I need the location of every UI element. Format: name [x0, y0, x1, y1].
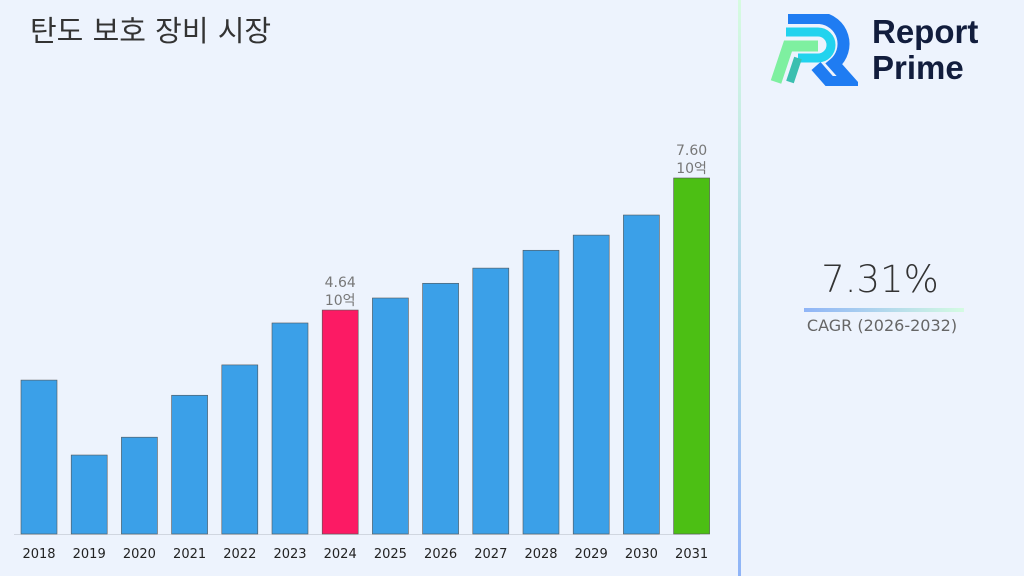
logo-r-icon: [770, 12, 864, 88]
bar-2022: [221, 364, 259, 535]
cagr-label: CAGR (2026-2032): [806, 316, 958, 335]
data-label-unit-2031: 10억: [676, 161, 707, 177]
data-label-value-2024: 4.64: [325, 275, 356, 291]
bar-2025: [372, 297, 409, 535]
x-tick-label-2029: 2029: [575, 547, 608, 562]
bar-chart: 2018 2019 2020 2021 2022 2023 2024 4.64 10억 2025 2…: [14, 143, 710, 562]
data-label-value-2031: 7.60: [676, 143, 707, 159]
x-tick-label-2020: 2020: [123, 547, 156, 562]
x-tick-label-2025: 2025: [374, 547, 407, 562]
cagr-underline: [804, 308, 964, 312]
bar-2030: [623, 214, 660, 535]
logo-line2: Prime: [872, 49, 964, 86]
x-tick-label-2023: 2023: [273, 547, 306, 562]
bar-2019: [70, 454, 108, 535]
x-tick-label-2026: 2026: [424, 547, 457, 562]
bar-2029: [572, 234, 610, 535]
x-tick-label-2018: 2018: [22, 547, 55, 562]
logo-line1: Report: [872, 13, 979, 50]
x-tick-label-2031: 2031: [675, 547, 708, 562]
bar-2026: [422, 282, 459, 535]
bar-2023: [271, 322, 309, 535]
x-tick-label-2021: 2021: [173, 547, 206, 562]
cagr-value: 7.31%: [821, 258, 939, 301]
bar-2020: [121, 436, 158, 535]
logo-text: Report Prime: [872, 14, 978, 86]
x-tick-label-2030: 2030: [625, 547, 658, 562]
report-prime-logo: Report Prime: [768, 12, 1008, 90]
bar-2031: [673, 177, 710, 535]
bar-2027: [472, 267, 510, 535]
x-tick-label-2027: 2027: [474, 547, 507, 562]
x-tick-label-2019: 2019: [73, 547, 106, 562]
bar-2024: [321, 309, 359, 535]
bar-2021: [171, 394, 208, 535]
divider: [738, 0, 741, 576]
bar-2018: [20, 379, 58, 535]
data-label-unit-2024: 10억: [325, 293, 356, 309]
x-tick-label-2024: 2024: [324, 547, 357, 562]
x-tick-label-2028: 2028: [524, 547, 557, 562]
chart-title: 탄도 보호 장비 시장: [30, 14, 272, 48]
x-tick-label-2022: 2022: [223, 547, 256, 562]
bar-2028: [522, 249, 560, 535]
